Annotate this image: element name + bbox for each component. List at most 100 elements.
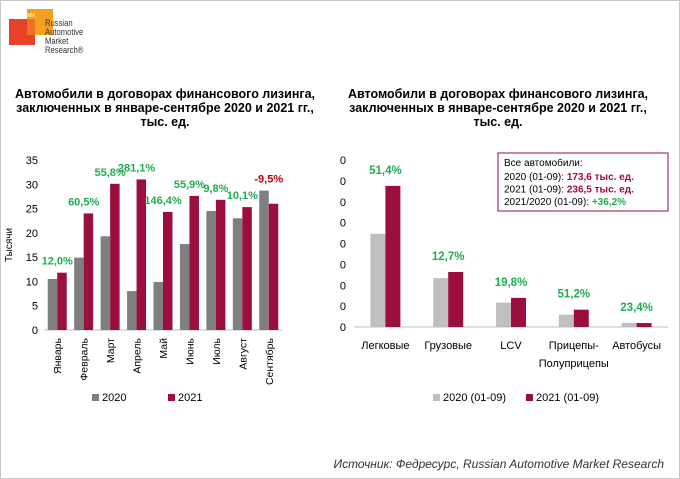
- info-box-row-value: +36,2%: [592, 197, 626, 208]
- y-tick-label: 30: [26, 179, 38, 191]
- logo-line: Russian: [45, 18, 73, 28]
- source-note: Источник: Федресурс, Russian Automotive …: [333, 457, 664, 471]
- y-tick-label: 140: [340, 176, 346, 188]
- x-tick-label: LCV: [500, 340, 522, 352]
- bar-2021: [136, 179, 147, 330]
- bar-2020: [232, 218, 243, 330]
- x-tick-label: Автобусы: [612, 340, 661, 352]
- y-tick-label: 5: [32, 301, 38, 313]
- info-box-row-value: 173,6 тыс. ед.: [567, 172, 634, 183]
- right-category-bar-chart: Тысячи020406080100120140160Легковые51,4%…: [340, 152, 669, 404]
- bar-2021: [57, 272, 67, 330]
- bar-2020: [100, 236, 111, 330]
- bar-2021: [268, 203, 279, 330]
- bar-2020: [496, 302, 511, 327]
- bar-2020: [433, 278, 449, 327]
- x-tick-label: Прицепы-: [549, 340, 599, 352]
- bar-2020: [259, 190, 269, 330]
- growth-label: 10,1%: [227, 190, 258, 202]
- legend-label-2020: 2020 (01-09): [443, 392, 506, 404]
- x-tick-label: Январь: [52, 337, 64, 374]
- bar-2021: [573, 309, 589, 327]
- y-tick-label: 160: [340, 155, 346, 167]
- x-tick-label: Апрель: [132, 337, 144, 373]
- info-box-row: 2021 (01-09): 236,5 тыс. ед.: [504, 185, 634, 196]
- legend-label-2021: 2021: [178, 392, 202, 404]
- x-tick-label: Июль: [211, 337, 223, 364]
- info-box-heading: Все автомобили:: [504, 157, 583, 169]
- y-tick-label: 100: [340, 218, 346, 230]
- legend-swatch-2021: [526, 394, 533, 401]
- logo-line: Market: [45, 36, 69, 46]
- y-axis-label: Тысячи: [4, 228, 15, 262]
- bar-2021: [215, 199, 226, 330]
- x-tick-label: Июнь: [184, 337, 196, 364]
- x-tick-label: Сентябрь: [264, 337, 276, 385]
- logo-line: Research®: [45, 45, 84, 55]
- legend-swatch-2020: [92, 394, 99, 401]
- bar-2020: [153, 281, 163, 330]
- x-tick-label: Февраль: [79, 337, 91, 380]
- bar-2020: [370, 233, 386, 327]
- x-tick-label: Май: [158, 338, 170, 359]
- growth-label: 12,0%: [42, 256, 73, 268]
- bar-2020: [206, 211, 216, 330]
- legend-label-2020: 2020: [102, 392, 126, 404]
- bar-2020: [558, 314, 574, 327]
- bar-2021: [448, 271, 464, 327]
- growth-label: 23,4%: [620, 302, 653, 314]
- x-tick-label: Август: [237, 338, 249, 370]
- x-tick-label: Грузовые: [424, 340, 472, 352]
- bar-2021: [511, 297, 526, 327]
- bar-2020: [621, 322, 637, 327]
- growth-label: 51,4%: [369, 165, 402, 177]
- growth-label: 55,9%: [174, 179, 205, 191]
- growth-label: 281,1%: [118, 162, 156, 174]
- y-tick-label: 0: [340, 322, 346, 334]
- bar-2021: [110, 183, 120, 330]
- growth-label: 9,8%: [203, 183, 228, 195]
- info-box-row-value: 236,5 тыс. ед.: [567, 185, 634, 196]
- bar-2021: [385, 185, 401, 327]
- growth-label: 51,2%: [557, 289, 590, 301]
- growth-label: -9,5%: [254, 174, 283, 186]
- legend-swatch-2021: [168, 394, 175, 401]
- y-tick-label: 60: [340, 259, 346, 271]
- info-box-row-label: 2021 (01-09):: [504, 185, 567, 196]
- y-tick-label: 35: [26, 155, 38, 167]
- y-tick-label: 20: [26, 228, 38, 240]
- growth-label: 12,7%: [432, 251, 465, 263]
- y-tick-label: 40: [340, 280, 346, 292]
- bar-2020: [127, 291, 137, 330]
- y-tick-label: 80: [340, 239, 346, 251]
- info-box-row: 2020 (01-09): 173,6 тыс. ед.: [504, 172, 634, 183]
- bar-2020: [47, 279, 58, 330]
- info-box: [497, 152, 669, 212]
- y-tick-label: 10: [26, 276, 38, 288]
- y-tick-label: 0: [32, 325, 38, 337]
- x-tick-label: Март: [105, 338, 117, 363]
- logo-overlap: [27, 19, 35, 35]
- bar-2021: [163, 211, 173, 330]
- y-tick-label: 25: [26, 204, 38, 216]
- left-monthly-bar-chart: Тысячи 0 5 10 15 20 25 30 35 Январь 12,0% Февраль 60…: [4, 155, 283, 404]
- logo-nami-label: НАМИ: [20, 13, 35, 19]
- bar-2020: [179, 244, 190, 330]
- ramr-logo: НАМИ Russian Automotive Market Research®: [9, 9, 109, 63]
- right-chart-title: Автомобили в договорах финансового лизин…: [347, 87, 649, 129]
- y-tick-label: 15: [26, 252, 38, 264]
- growth-label: 146,4%: [144, 195, 182, 207]
- bar-2020: [74, 257, 84, 330]
- info-box-row-label: 2020 (01-09):: [504, 172, 567, 183]
- growth-label: 19,8%: [495, 277, 528, 289]
- bar-2021: [189, 195, 199, 330]
- legend-label-2021: 2021 (01-09): [536, 392, 599, 404]
- growth-label: 60,5%: [68, 196, 99, 208]
- info-box-row-label: 2021/2020 (01-09):: [504, 197, 592, 208]
- x-tick-label: Полуприцепы: [539, 358, 609, 370]
- logo-wordmark: Russian Automotive Market Research®: [45, 19, 83, 55]
- y-tick-label: 120: [340, 197, 346, 209]
- bar-2021: [83, 213, 94, 330]
- legend-swatch-2020: [433, 394, 440, 401]
- logo-line: Automotive: [45, 27, 84, 37]
